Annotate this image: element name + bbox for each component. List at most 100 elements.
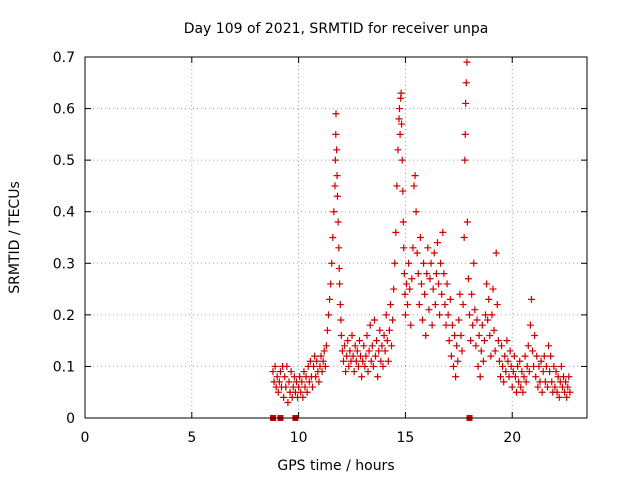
data-point xyxy=(408,275,416,283)
data-point xyxy=(364,368,372,376)
data-point xyxy=(396,130,404,138)
data-point xyxy=(496,373,504,381)
data-point xyxy=(409,244,417,252)
data-point xyxy=(491,347,499,355)
data-point xyxy=(551,383,559,391)
data-point xyxy=(330,208,338,216)
data-point xyxy=(500,378,508,386)
data-point xyxy=(430,249,438,257)
data-point xyxy=(514,362,522,370)
data-point xyxy=(376,326,384,334)
data-point xyxy=(462,99,470,107)
data-point xyxy=(361,362,369,370)
data-point xyxy=(296,373,304,381)
data-point xyxy=(326,295,334,303)
data-point xyxy=(486,331,494,339)
data-point xyxy=(406,285,414,293)
data-point xyxy=(513,388,521,396)
data-point xyxy=(390,285,398,293)
data-point xyxy=(303,388,311,396)
data-point xyxy=(360,342,368,350)
data-point xyxy=(527,295,535,303)
data-point xyxy=(374,373,382,381)
data-point xyxy=(458,347,466,355)
data-point xyxy=(461,156,469,164)
y-tick-label: 0.1 xyxy=(53,359,75,375)
data-point xyxy=(377,357,385,365)
data-point xyxy=(401,311,409,319)
data-point xyxy=(522,378,530,386)
data-point xyxy=(354,362,362,370)
data-point xyxy=(468,290,476,298)
data-point xyxy=(425,306,433,314)
data-point xyxy=(533,352,541,360)
y-tick-label: 0.5 xyxy=(53,153,75,169)
data-point xyxy=(555,393,563,401)
data-point xyxy=(517,383,525,391)
data-point xyxy=(321,362,329,370)
data-point xyxy=(353,347,361,355)
data-point xyxy=(310,362,318,370)
data-point xyxy=(436,311,444,319)
data-point xyxy=(516,357,524,365)
data-point xyxy=(534,383,542,391)
data-point xyxy=(471,306,479,314)
data-point xyxy=(405,259,413,267)
data-point xyxy=(359,357,367,365)
data-point xyxy=(328,259,336,267)
y-tick-label: 0 xyxy=(66,411,75,427)
data-point xyxy=(400,244,408,252)
data-point xyxy=(352,357,360,365)
data-point xyxy=(545,342,553,350)
data-point xyxy=(523,362,531,370)
data-point xyxy=(433,239,441,247)
data-point xyxy=(457,331,465,339)
data-point xyxy=(460,234,468,241)
data-point xyxy=(320,347,328,355)
data-point xyxy=(448,321,456,329)
data-point xyxy=(399,218,407,226)
data-point xyxy=(477,347,485,355)
data-point xyxy=(368,342,376,350)
data-point xyxy=(285,378,293,386)
data-point xyxy=(428,321,436,329)
data-point xyxy=(426,275,434,283)
data-point xyxy=(342,368,350,376)
data-point xyxy=(329,234,337,241)
data-point xyxy=(384,357,392,365)
data-point xyxy=(539,368,547,376)
y-tick-label: 0.6 xyxy=(53,102,75,118)
data-point xyxy=(395,105,403,113)
data-point xyxy=(350,368,358,376)
data-point xyxy=(467,337,475,345)
data-point xyxy=(375,347,383,355)
data-point xyxy=(451,331,459,339)
data-point xyxy=(452,373,460,381)
data-point xyxy=(365,347,373,355)
data-point xyxy=(407,321,415,329)
data-point xyxy=(380,331,388,339)
data-point xyxy=(317,352,325,360)
data-point xyxy=(275,378,283,386)
data-point xyxy=(456,290,464,298)
data-point xyxy=(394,146,402,154)
axis-ticks: 0 5 10 15 20 0 0.1 0.2 0.3 0.4 0.5 0.6 0.7 xyxy=(53,50,587,446)
data-point xyxy=(535,362,543,370)
data-point xyxy=(417,280,425,288)
data-point xyxy=(351,342,359,350)
data-point xyxy=(399,187,407,195)
data-point xyxy=(542,362,550,370)
data-point xyxy=(550,362,558,370)
data-point xyxy=(553,388,561,396)
data-point xyxy=(442,321,450,329)
data-point xyxy=(524,342,532,350)
data-point xyxy=(284,399,292,407)
data-point xyxy=(462,79,470,87)
data-point xyxy=(520,373,528,381)
data-point xyxy=(562,378,570,386)
data-point xyxy=(295,383,303,391)
data-point xyxy=(331,156,339,164)
data-point xyxy=(395,115,403,123)
data-point xyxy=(386,301,394,309)
